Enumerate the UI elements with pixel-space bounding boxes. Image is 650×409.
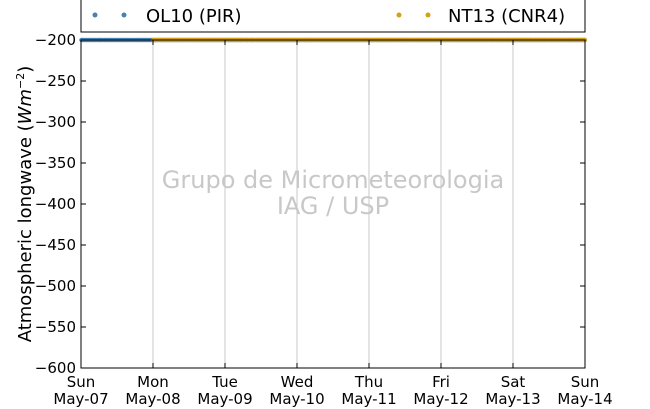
y-tick-label: −200 (35, 31, 76, 49)
y-axis-label: Atmospheric longwave (Wm−2) (14, 66, 36, 343)
x-tick-label-date: May-14 (557, 390, 612, 408)
legend: OL10 (PIR) NT13 (CNR4) (80, 0, 586, 33)
legend-label-ol10: OL10 (PIR) (146, 6, 242, 27)
x-tick-label-day: Fri (432, 373, 450, 391)
legend-marker-ol10 (92, 12, 98, 18)
y-tick-label: −450 (35, 236, 76, 254)
x-tick-label-date: May-08 (125, 390, 180, 408)
legend-marker-nt13 (425, 12, 431, 18)
x-axis-ticks: SunMay-07MonMay-08TueMay-09WedMay-10ThuM… (53, 40, 613, 408)
legend-box (80, 0, 586, 33)
watermark-line-2: IAG / USP (277, 192, 389, 220)
watermark: Grupo de Micrometeorologia IAG / USP (162, 166, 504, 220)
watermark-line-1: Grupo de Micrometeorologia (162, 166, 504, 194)
x-tick-label-day: Sun (67, 373, 96, 391)
x-tick-label-day: Sun (571, 373, 600, 391)
grid-lines (152, 40, 514, 368)
x-tick-label-day: Wed (281, 373, 314, 391)
y-tick-label: −600 (35, 359, 76, 377)
y-tick-label: −350 (35, 154, 76, 172)
y-tick-label: −300 (35, 113, 76, 131)
x-tick-label-day: Mon (137, 373, 169, 391)
x-tick-label-day: Sat (501, 373, 526, 391)
x-tick-label-date: May-12 (413, 390, 468, 408)
x-tick-label-day: Thu (354, 373, 383, 391)
x-tick-label-day: Tue (211, 373, 238, 391)
x-tick-label-date: May-13 (485, 390, 540, 408)
y-tick-label: −400 (35, 195, 76, 213)
legend-marker-ol10 (121, 12, 127, 18)
y-tick-label: −250 (35, 72, 76, 90)
x-tick-label-date: May-09 (197, 390, 252, 408)
legend-label-nt13: NT13 (CNR4) (448, 6, 565, 27)
y-tick-label: −550 (35, 318, 76, 336)
x-tick-label-date: May-07 (53, 390, 108, 408)
x-tick-label-date: May-11 (341, 390, 396, 408)
x-tick-label-date: May-10 (269, 390, 324, 408)
y-tick-label: −500 (35, 277, 76, 295)
legend-marker-nt13 (396, 12, 402, 18)
y-axis-ticks: −200 −250 −300 −350 −400 −450 −500 −550 −600 (35, 31, 585, 377)
